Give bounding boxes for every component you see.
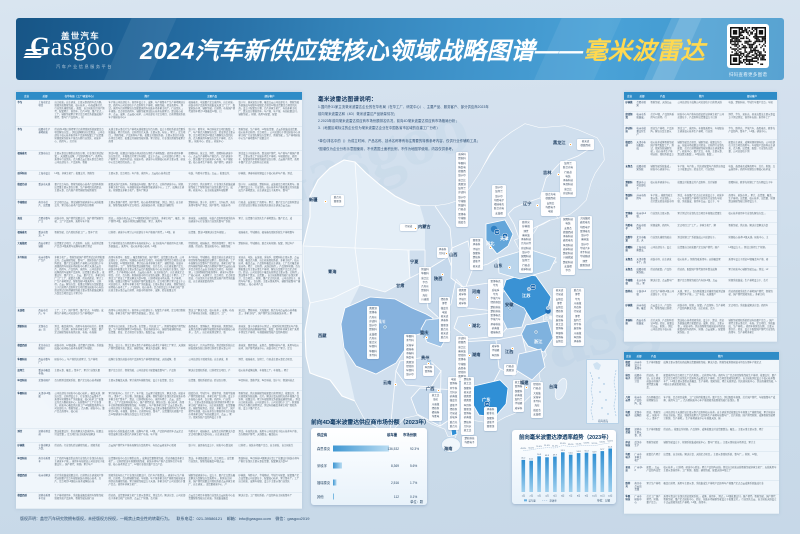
svg-text:单位：万辆: 单位：万辆 [597,499,610,503]
svg-text:55.9: 55.9 [561,450,566,452]
svg-text:1月: 1月 [522,494,525,498]
svg-text:112: 112 [394,495,399,499]
svg-text:单位：颗: 单位：颗 [410,499,424,504]
svg-text:供应商: 供应商 [316,432,328,437]
svg-text:12月: 12月 [608,494,613,498]
svg-text:渗透率: 渗透率 [550,499,558,503]
svg-text:福瑞泰克: 福瑞泰克 [317,480,331,485]
svg-text:53.4%: 53.4% [599,442,605,444]
svg-text:前向毫米波雷达渗透率趋势（2023年）: 前向毫米波雷达渗透率趋势（2023年） [519,433,612,441]
svg-text:52.4%: 52.4% [576,443,582,445]
svg-text:8,369: 8,369 [391,464,399,468]
svg-text:44.1: 44.1 [529,459,534,461]
svg-text:54.8: 54.8 [577,451,582,453]
svg-text:3月: 3月 [537,494,540,498]
svg-text:61.3: 61.3 [608,446,613,448]
svg-text:51.0%: 51.0% [536,446,542,448]
svg-text:57.7: 57.7 [600,449,605,451]
svg-text:12: 12 [495,230,499,234]
svg-text:15: 15 [485,402,489,406]
svg-text:23: 23 [531,285,535,289]
svg-text:采埃孚: 采埃孚 [317,463,328,468]
svg-text:4月: 4月 [545,494,548,498]
svg-text:50.2%: 50.2% [528,447,534,449]
svg-text:6: 6 [504,234,506,238]
svg-text:南海诸岛: 南海诸岛 [598,419,609,423]
svg-text:其他: 其他 [317,494,324,499]
svg-text:5.6%: 5.6% [410,464,417,468]
svg-text:2月: 2月 [529,494,532,498]
svg-text:11月: 11月 [600,494,604,498]
svg-text:48.9: 48.9 [545,455,550,457]
svg-text:52.8%: 52.8% [584,443,590,445]
svg-text:市场份额: 市场份额 [403,432,417,437]
svg-text:136,532: 136,532 [387,447,399,451]
svg-text:49.8%: 49.8% [520,448,526,450]
svg-text:7月: 7月 [569,494,572,498]
svg-text:92.3%: 92.3% [410,447,419,451]
svg-text:52.6%: 52.6% [560,443,566,445]
svg-text:49.9: 49.9 [553,454,558,456]
svg-text:50.3: 50.3 [537,454,542,456]
svg-text:装车量: 装车量 [529,499,537,503]
svg-text:1.7%: 1.7% [410,481,417,485]
svg-text:8月: 8月 [577,494,580,498]
svg-text:45.2: 45.2 [521,458,526,460]
svg-text:55.4: 55.4 [584,451,589,453]
svg-text:0.1%: 0.1% [410,495,417,499]
svg-text:52.5%: 52.5% [592,443,598,445]
svg-text:51.4%: 51.4% [544,445,550,447]
svg-text:52.6: 52.6 [569,453,574,455]
svg-text:51.2%: 51.2% [552,446,558,448]
svg-text:5月: 5月 [553,494,556,498]
svg-text:2,516: 2,516 [391,481,399,485]
svg-text:6月: 6月 [561,494,564,498]
svg-text:装车量: 装车量 [386,432,398,437]
svg-text:52.0%: 52.0% [568,444,574,446]
svg-text:9月: 9月 [585,494,588,498]
svg-text:53.9: 53.9 [592,452,597,454]
svg-text:54.1%: 54.1% [607,440,613,442]
svg-text:森思泰克: 森思泰克 [317,446,331,451]
svg-text:10月: 10月 [592,494,597,498]
